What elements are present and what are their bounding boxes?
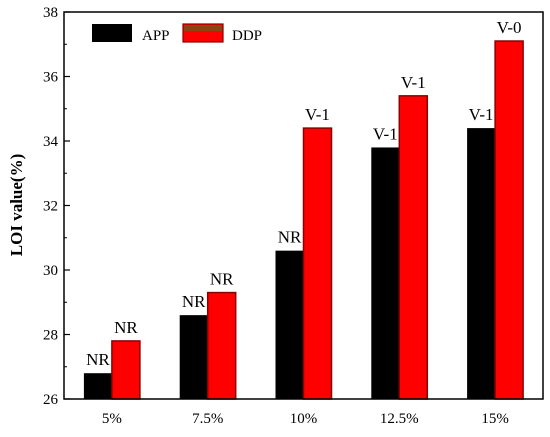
bar-app-3 xyxy=(371,147,400,399)
y-tick-label: 38 xyxy=(43,5,58,21)
data-label-app: V-1 xyxy=(373,124,398,143)
legend-swatch-ddp-top xyxy=(184,25,222,31)
y-tick-label: 36 xyxy=(43,70,59,86)
data-label-ddp: NR xyxy=(114,318,138,337)
data-label-app: V-1 xyxy=(469,105,494,124)
bar-ddp-3 xyxy=(398,95,429,400)
x-tick-label: 10% xyxy=(290,411,318,427)
x-tick-label: 7.5% xyxy=(192,411,223,427)
bar-app-4 xyxy=(467,128,496,399)
bar-ddp-4 xyxy=(494,40,524,400)
x-tick-label: 5% xyxy=(102,411,122,427)
bar-app-2 xyxy=(275,250,304,399)
bar-app-0 xyxy=(83,373,112,399)
y-tick-label: 34 xyxy=(43,134,59,150)
data-label-ddp: V-1 xyxy=(305,105,330,124)
y-tick-label: 28 xyxy=(43,328,58,344)
data-label-app: NR xyxy=(86,350,110,369)
data-label-app: NR xyxy=(182,292,206,311)
bar-ddp-1 xyxy=(206,291,237,400)
bar-ddp-0 xyxy=(111,340,141,400)
legend-label-ddp: DDP xyxy=(232,28,262,44)
legend-label-app: APP xyxy=(142,28,170,44)
data-label-ddp: V-1 xyxy=(401,73,426,92)
bars xyxy=(83,40,524,400)
legend: APP DDP xyxy=(92,23,262,44)
y-tick-label: 32 xyxy=(43,199,58,215)
y-tick-label: 26 xyxy=(43,392,59,408)
data-label-ddp: NR xyxy=(210,270,234,289)
x-tick-label: 12.5% xyxy=(380,411,419,427)
bar-app-1 xyxy=(179,315,208,399)
data-label-ddp: V-0 xyxy=(497,18,522,37)
plot-frame xyxy=(63,11,544,400)
legend-swatch-app xyxy=(92,24,132,42)
y-axis-label: LOI value(%) xyxy=(7,154,26,256)
data-label-app: NR xyxy=(278,228,302,247)
bar-ddp-2 xyxy=(302,127,333,400)
x-tick-label: 15% xyxy=(481,411,509,427)
y-tick-label: 30 xyxy=(43,263,58,279)
